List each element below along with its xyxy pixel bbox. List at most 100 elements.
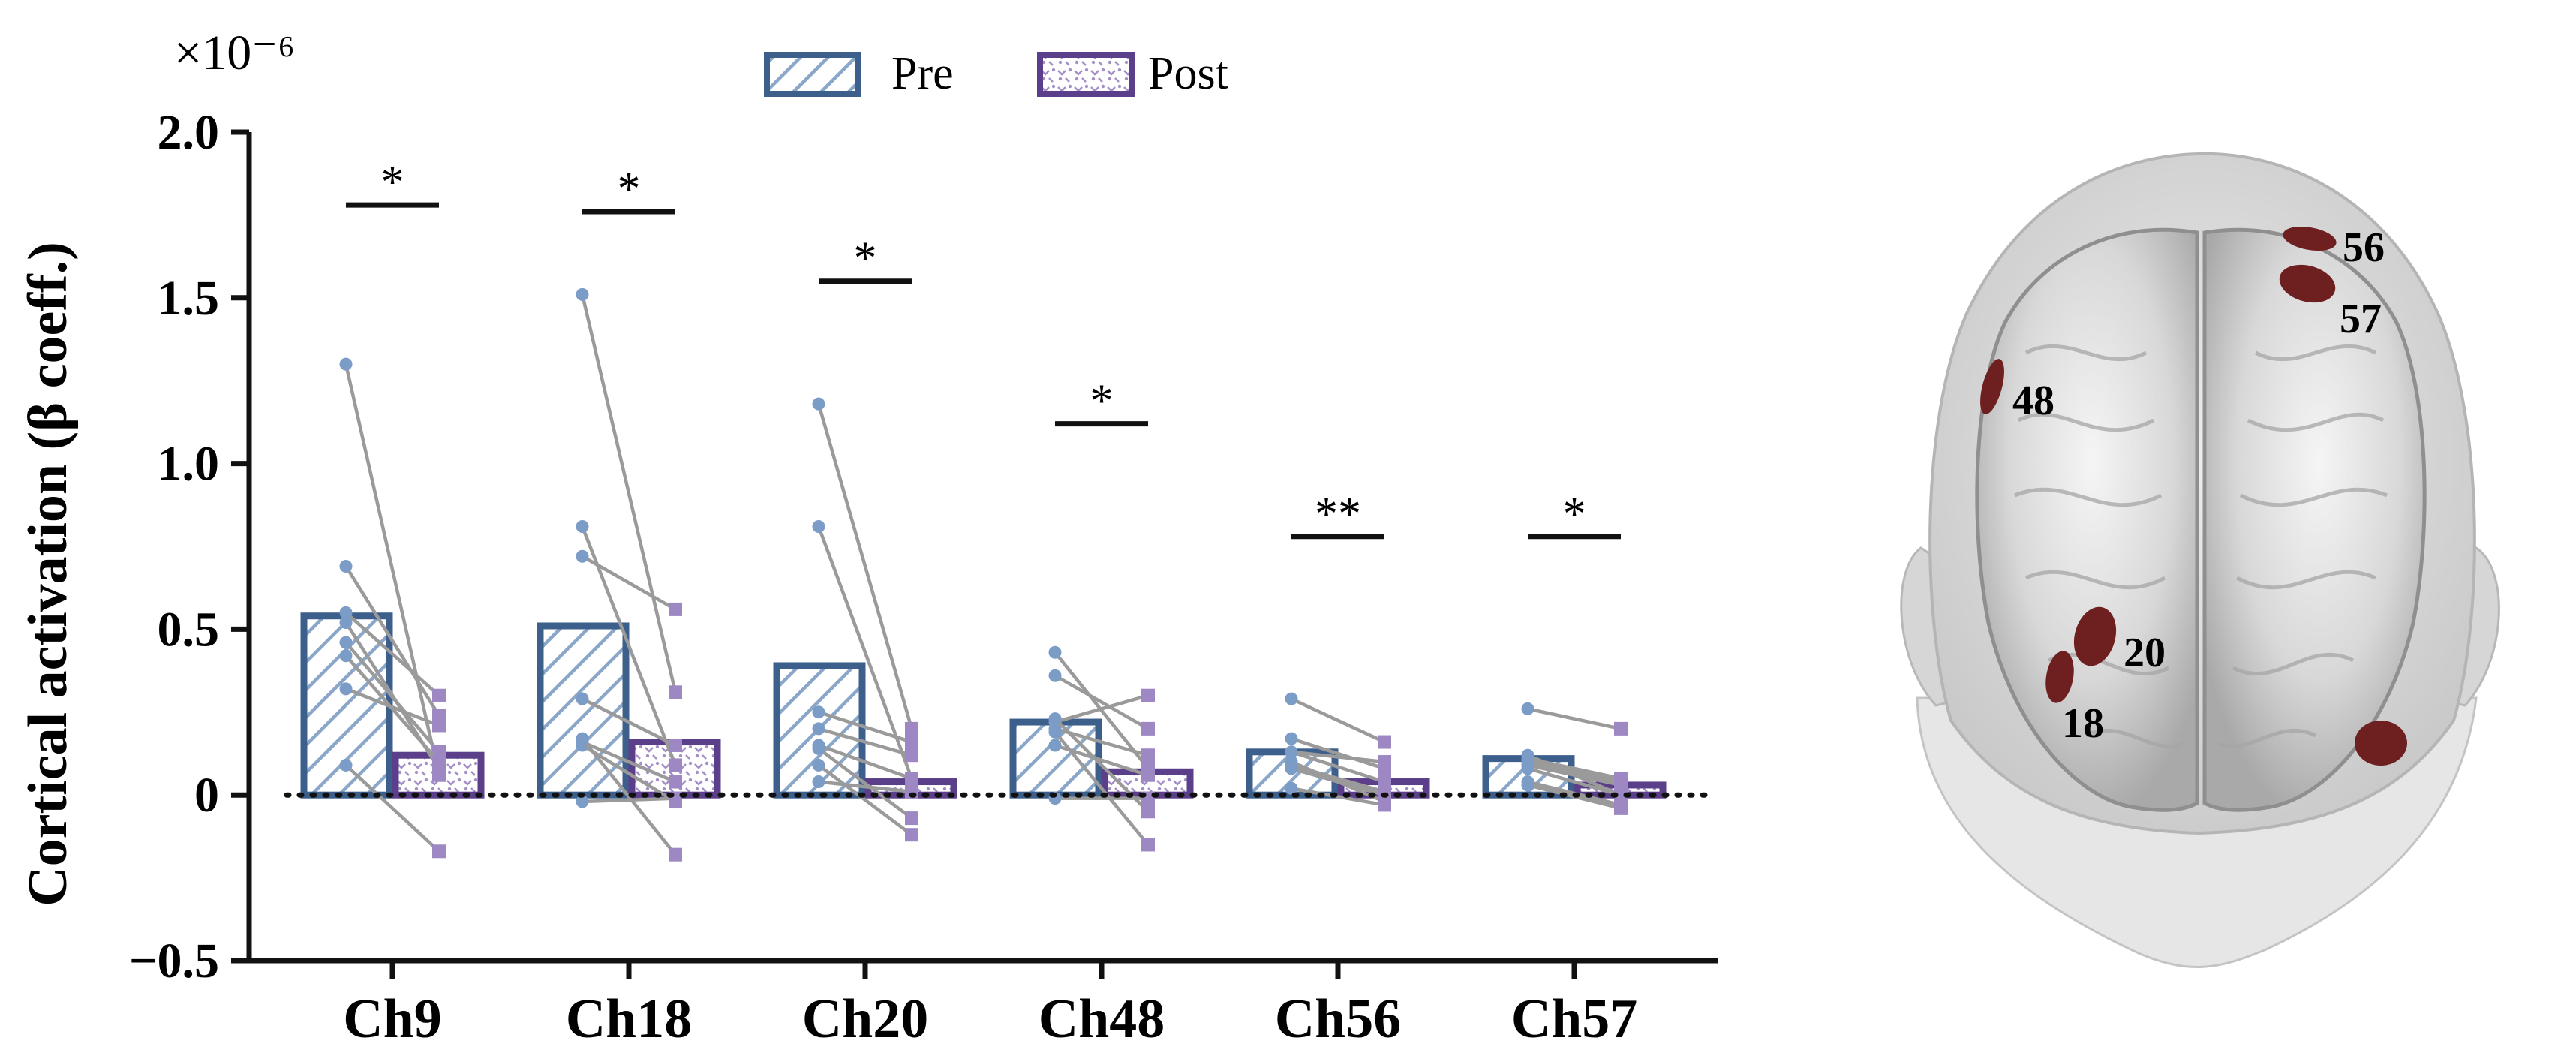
point-pre-subject-4-ch56	[1285, 745, 1298, 759]
point-pre-subject-8-ch9	[339, 758, 353, 772]
point-post-subject-4-ch56	[1378, 755, 1391, 769]
channel-marker-56	[2283, 226, 2337, 251]
point-pre-subject-7-ch56	[1285, 781, 1298, 795]
point-post-subject-8-ch48	[1141, 838, 1155, 852]
x-tick-label-ch20: Ch20	[802, 988, 929, 1050]
significance-markers: * ***** *	[346, 157, 1621, 540]
y-tick-label-3: 1.0	[158, 437, 220, 492]
point-post-subject-2-ch56	[1378, 735, 1391, 749]
point-pre-subject-2-ch20	[812, 397, 825, 411]
point-post-subject-6-ch48	[1141, 805, 1155, 819]
subject-line-8-ch18	[581, 737, 677, 856]
point-pre-subject-6-ch48	[1048, 712, 1062, 726]
point-pre-subject-6-ch20	[812, 742, 825, 755]
legend-swatch-pre	[764, 52, 861, 97]
point-post-subject-1-ch48	[1141, 688, 1155, 702]
subject-line-1-ch9	[344, 363, 441, 776]
point-pre-subject-2-ch56	[1285, 692, 1298, 705]
legend-label-pre: Pre	[891, 48, 954, 99]
subject-line-2-ch56	[1291, 697, 1385, 744]
y-tick-label-4: 1.5	[158, 271, 220, 326]
sig-label-ch57: *	[1563, 489, 1586, 540]
point-pre-subject-5-ch9	[339, 636, 353, 649]
point-pre-subject-8-ch48	[1048, 725, 1062, 739]
point-post-subject-4-ch48	[1141, 768, 1155, 782]
sig-label-ch9: *	[381, 157, 404, 208]
subject-line-2-ch20	[816, 403, 914, 730]
channel-marker-18	[2045, 651, 2074, 703]
point-pre-subject-2-ch18	[576, 287, 589, 301]
sig-label-ch20: *	[854, 233, 877, 284]
point-pre-subject-4-ch20	[812, 722, 825, 736]
point-pre-subject-1-ch20	[812, 520, 825, 534]
point-post-subject-7-ch9	[432, 718, 446, 733]
channel-label-57: 57	[2340, 296, 2382, 342]
subject-line-7-ch9	[345, 687, 440, 727]
subject-lines	[339, 287, 1628, 862]
point-post-subject-2-ch57	[1614, 721, 1628, 736]
x-tick-label-ch56: Ch56	[1275, 988, 1402, 1050]
y-tick-label-1: 0	[194, 768, 219, 823]
x-tick-label-ch57: Ch57	[1511, 988, 1638, 1050]
subject-line-2-ch57	[1527, 707, 1622, 731]
subject-line-1-ch56	[1291, 750, 1385, 784]
point-post-subject-5-ch20	[905, 772, 918, 786]
subject-line-7-ch56	[1291, 787, 1385, 807]
point-pre-subject-2-ch57	[1521, 702, 1534, 715]
subject-line-5-ch20	[818, 743, 912, 781]
channel-label-20: 20	[2124, 630, 2166, 676]
point-pre-subject-3-ch9	[339, 606, 353, 619]
subject-line-3-ch9	[344, 611, 440, 697]
y-exponent-label: ×10⁻⁶	[174, 26, 295, 80]
bar-pre-ch18	[537, 622, 630, 799]
point-post-subject-2-ch20	[905, 721, 918, 736]
subject-line-3-ch56	[1291, 736, 1385, 771]
y-tick-label-2: 0.5	[158, 602, 220, 657]
point-post-subject-8-ch56	[1378, 795, 1391, 809]
point-pre-subject-4-ch48	[1048, 739, 1062, 752]
subject-line-3-ch48	[1054, 674, 1150, 730]
point-pre-subject-8-ch57	[1521, 748, 1534, 762]
sig-label-ch56: **	[1315, 489, 1361, 540]
x-tick-label-ch18: Ch18	[566, 988, 693, 1050]
legend-label-post: Post	[1148, 48, 1228, 99]
point-post-subject-4-ch57	[1614, 775, 1628, 789]
point-post-subject-5-ch48	[1141, 748, 1155, 763]
point-post-subject-3-ch20	[905, 735, 918, 749]
point-pre-subject-7-ch18	[576, 795, 589, 808]
sig-label-ch18: *	[618, 164, 641, 215]
point-post-subject-3-ch48	[1141, 721, 1155, 736]
subject-line-4-ch57	[1527, 760, 1622, 784]
subject-line-7-ch18	[582, 796, 676, 804]
point-pre-subject-7-ch20	[812, 775, 825, 789]
point-post-subject-8-ch9	[432, 844, 446, 859]
brain-left-hemisphere	[1975, 227, 2199, 812]
point-pre-subject-3-ch56	[1285, 732, 1298, 745]
point-pre-subject-4-ch9	[339, 616, 353, 630]
point-pre-subject-2-ch48	[1048, 645, 1062, 659]
point-pre-subject-3-ch18	[576, 549, 589, 563]
x-tick-label-ch48: Ch48	[1039, 988, 1165, 1050]
subject-line-8-ch9	[344, 763, 440, 853]
point-post-subject-5-ch18	[669, 775, 682, 789]
subject-line-5-ch9	[344, 641, 440, 754]
subject-line-4-ch18	[581, 697, 677, 747]
point-pre-subject-3-ch20	[812, 705, 825, 719]
bar-series	[300, 612, 1667, 799]
channel-marker-48	[1980, 359, 2004, 414]
subject-line-3-ch20	[818, 710, 912, 744]
point-post-subject-6-ch20	[905, 811, 918, 826]
point-post-subject-7-ch57	[1614, 801, 1628, 815]
y-tick-label-5: 2.0	[158, 105, 220, 160]
subject-line-5-ch57	[1527, 766, 1622, 797]
subject-line-2-ch18	[580, 293, 678, 693]
subject-line-3-ch18	[581, 555, 677, 611]
point-post-subject-1-ch18	[669, 758, 682, 772]
point-pre-subject-3-ch48	[1048, 669, 1062, 682]
y-axis-title: Cortical activation (β coeff.)	[17, 242, 79, 907]
subject-line-2-ch9	[344, 565, 440, 717]
brain-gyri	[2014, 344, 2388, 748]
axes: −0.5 0 0.5 1.0 1.5 2.0 Ch9 Ch18 Ch20 Ch48 Ch56 Ch57	[129, 105, 1718, 1050]
point-pre-subject-8-ch56	[1285, 755, 1298, 769]
channel-label-18: 18	[2062, 700, 2104, 747]
